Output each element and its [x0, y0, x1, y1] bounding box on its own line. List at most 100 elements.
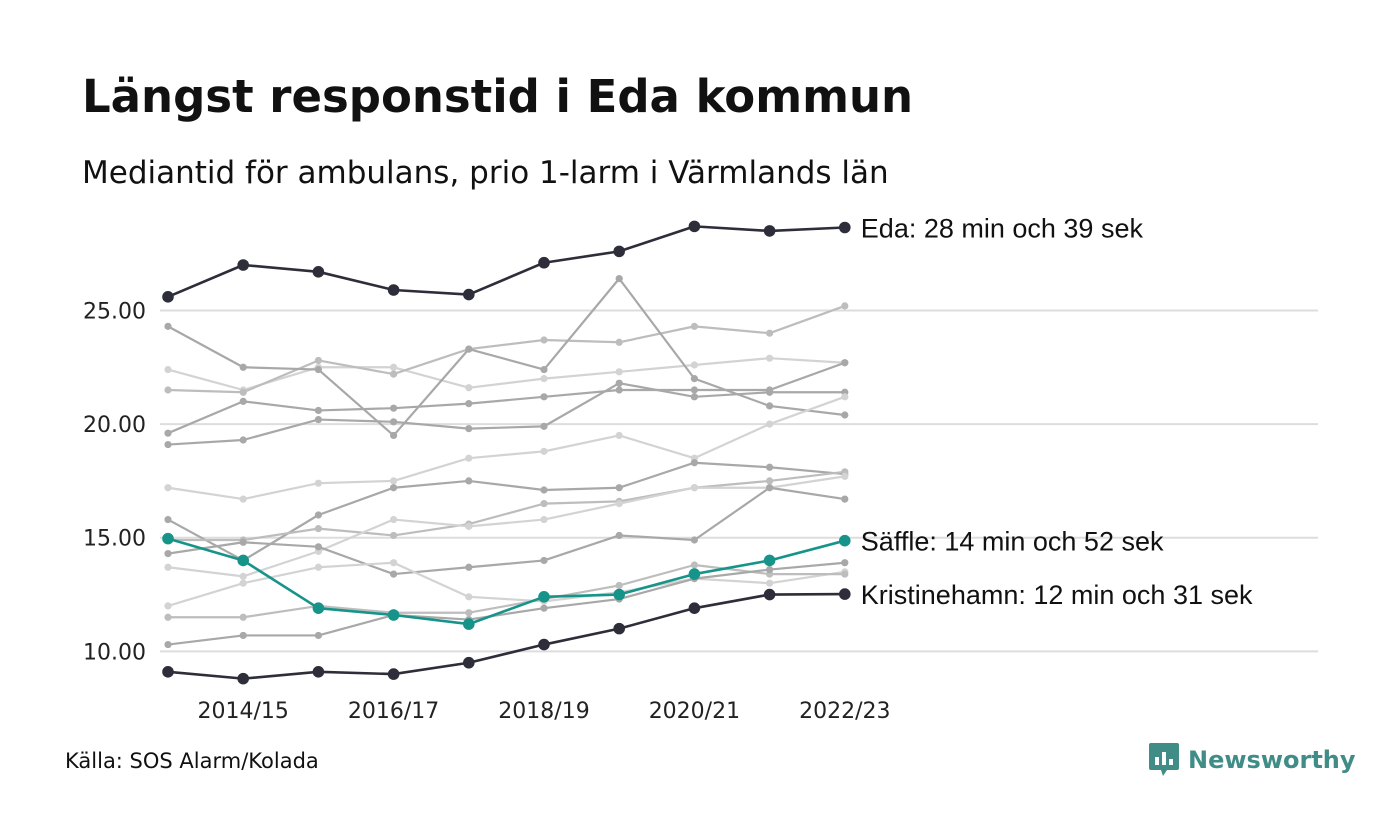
data-point [763, 588, 776, 601]
data-point [465, 425, 473, 433]
data-point [463, 618, 475, 630]
data-point [463, 288, 475, 301]
data-point [766, 388, 774, 396]
data-point [540, 336, 548, 344]
data-point [164, 484, 172, 492]
data-point [841, 559, 849, 567]
series-label-eda: Eda: 28 min och 39 sek [861, 214, 1144, 244]
data-point [164, 322, 172, 330]
series-line [164, 559, 849, 610]
data-point [763, 225, 776, 237]
data-point [314, 415, 322, 424]
newsworthy-logo-icon [1149, 743, 1179, 776]
data-point [615, 500, 623, 508]
series-line [164, 561, 849, 621]
x-tick-label: 2018/19 [498, 699, 589, 724]
data-point [540, 393, 548, 401]
series-line [164, 302, 849, 396]
data-point [239, 613, 247, 621]
series-path [168, 470, 845, 542]
data-point [314, 563, 322, 571]
data-point [390, 370, 398, 378]
data-point [465, 384, 473, 392]
data-point [239, 495, 247, 503]
series-line [164, 559, 849, 649]
x-tick-label: 2020/21 [649, 699, 740, 724]
series-line [164, 472, 849, 580]
data-point [613, 622, 625, 635]
data-point [387, 668, 400, 680]
data-point [164, 602, 172, 610]
data-point [390, 570, 398, 578]
data-point [690, 393, 699, 401]
data-point [540, 375, 548, 383]
data-point [540, 365, 548, 374]
chart-subtitle: Mediantid för ambulans, prio 1-larm i Vä… [82, 155, 889, 191]
data-point [540, 422, 548, 430]
data-point [314, 356, 322, 365]
series-säffle [162, 532, 851, 630]
data-point [390, 559, 398, 567]
data-point [237, 259, 249, 271]
series-path [167, 561, 845, 646]
series-kristinehamn [162, 588, 851, 685]
source-note: Källa: SOS Alarm/Kolada [65, 749, 319, 773]
data-point [239, 388, 247, 396]
data-point [540, 447, 548, 455]
data-point [390, 515, 398, 524]
data-point [766, 565, 774, 574]
series-path [167, 537, 846, 626]
data-point [766, 477, 774, 485]
series-group [162, 220, 851, 685]
data-point [613, 245, 625, 258]
data-point [841, 411, 849, 419]
data-point [839, 221, 851, 234]
data-point [615, 484, 623, 492]
data-point [239, 579, 247, 587]
data-point [162, 291, 174, 303]
data-point [465, 609, 473, 617]
data-point [690, 322, 699, 330]
data-point [164, 563, 172, 571]
series-line [164, 275, 849, 440]
data-point [841, 359, 849, 367]
data-point [164, 429, 172, 437]
data-point [387, 284, 400, 296]
data-point [239, 436, 247, 444]
data-point [162, 532, 174, 545]
data-point [615, 368, 623, 376]
data-point [314, 365, 322, 374]
data-point [312, 266, 325, 278]
data-point [538, 591, 550, 603]
data-point [540, 500, 548, 508]
x-axis-ticks: 2014/15 2016/17 2018/19 2020/21 2022/23 [197, 699, 890, 724]
data-point [839, 534, 851, 547]
series-path [167, 461, 845, 562]
data-point [390, 431, 398, 440]
data-point [390, 477, 398, 485]
data-point [314, 511, 322, 519]
data-point [239, 631, 247, 640]
y-axis-ticks: 10.00 15.00 20.00 25.00 [83, 299, 146, 665]
data-point [839, 588, 851, 600]
series-path [167, 361, 846, 435]
data-point [690, 386, 699, 394]
data-point [841, 495, 849, 503]
data-point [766, 354, 774, 362]
data-point [615, 275, 623, 283]
series-path [167, 592, 845, 680]
data-point [766, 402, 774, 410]
data-point [688, 568, 701, 580]
data-point [690, 484, 699, 492]
series-eda [162, 220, 851, 303]
data-point [766, 463, 774, 471]
data-point [613, 588, 625, 601]
data-point [314, 631, 322, 640]
data-point [465, 454, 473, 462]
data-point [312, 666, 325, 678]
data-point [690, 536, 699, 544]
series-path [167, 225, 845, 299]
data-point [615, 431, 623, 440]
data-point [164, 550, 172, 558]
series-path [167, 277, 845, 437]
